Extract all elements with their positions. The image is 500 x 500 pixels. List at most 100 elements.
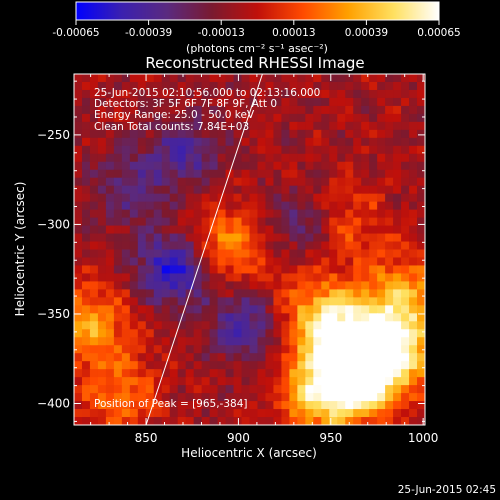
- image-pixel: [89, 273, 99, 283]
- image-pixel: [417, 185, 425, 195]
- image-pixel: [385, 145, 394, 155]
- image-pixel: [225, 105, 235, 115]
- image-pixel: [345, 145, 354, 155]
- image-pixel: [385, 281, 394, 290]
- image-pixel: [297, 113, 306, 123]
- image-pixel: [409, 74, 418, 83]
- image-pixel: [185, 313, 195, 322]
- image-pixel: [289, 385, 298, 394]
- image-pixel: [74, 401, 83, 410]
- image-pixel: [329, 281, 338, 290]
- image-pixel: [417, 297, 425, 306]
- image-pixel: [305, 169, 314, 179]
- image-pixel: [81, 393, 91, 402]
- image-pixel: [81, 177, 91, 187]
- image-pixel: [265, 201, 275, 211]
- image-pixel: [121, 369, 131, 378]
- image-pixel: [97, 177, 107, 187]
- image-pixel: [185, 249, 195, 259]
- image-pixel: [393, 209, 402, 219]
- image-pixel: [185, 305, 195, 314]
- image-pixel: [129, 249, 139, 259]
- image-pixel: [97, 161, 107, 171]
- image-pixel: [409, 409, 418, 418]
- image-pixel: [185, 409, 195, 418]
- image-pixel: [209, 169, 219, 179]
- image-pixel: [113, 74, 123, 83]
- image-pixel: [313, 305, 322, 314]
- image-pixel: [345, 345, 354, 354]
- image-pixel: [313, 241, 322, 251]
- image-pixel: [273, 377, 283, 386]
- image-pixel: [193, 217, 203, 227]
- image-pixel: [257, 105, 267, 115]
- image-pixel: [177, 137, 187, 147]
- image-pixel: [217, 289, 227, 298]
- image-pixel: [329, 241, 338, 251]
- image-pixel: [129, 209, 139, 219]
- image-pixel: [329, 113, 338, 123]
- image-pixel: [313, 121, 322, 131]
- image-pixel: [105, 193, 115, 203]
- image-pixel: [401, 81, 410, 91]
- image-pixel: [345, 74, 354, 83]
- image-pixel: [385, 74, 394, 83]
- image-pixel: [161, 129, 171, 139]
- image-pixel: [313, 89, 322, 99]
- image-pixel: [81, 137, 91, 147]
- image-pixel: [337, 153, 346, 163]
- image-pixel: [105, 337, 115, 346]
- image-pixel: [113, 233, 123, 243]
- image-pixel: [209, 233, 219, 243]
- image-pixel: [321, 233, 330, 243]
- image-pixel: [281, 385, 290, 394]
- image-pixel: [81, 337, 91, 346]
- image-pixel: [217, 353, 227, 362]
- image-pixel: [265, 265, 275, 275]
- image-pixel: [281, 297, 290, 306]
- image-pixel: [385, 169, 394, 179]
- image-pixel: [241, 89, 251, 99]
- image-pixel: [337, 89, 346, 99]
- image-pixel: [265, 129, 275, 139]
- image-pixel: [97, 74, 107, 83]
- image-pixel: [241, 217, 251, 227]
- image-pixel: [313, 353, 322, 362]
- image-pixel: [105, 289, 115, 298]
- image-pixel: [145, 74, 155, 83]
- image-pixel: [377, 361, 386, 370]
- image-pixel: [385, 81, 394, 91]
- image-pixel: [249, 321, 259, 330]
- image-pixel: [129, 345, 139, 354]
- image-pixel: [97, 201, 107, 211]
- image-pixel: [385, 417, 394, 425]
- image-pixel: [169, 193, 179, 203]
- image-pixel: [129, 377, 139, 386]
- image-pixel: [321, 89, 330, 99]
- image-pixel: [177, 401, 187, 410]
- image-pixel: [121, 305, 131, 314]
- image-pixel: [153, 337, 163, 346]
- image-pixel: [337, 233, 346, 243]
- image-pixel: [193, 313, 203, 322]
- image-pixel: [401, 145, 410, 155]
- image-pixel: [169, 153, 179, 163]
- image-pixel: [217, 265, 227, 275]
- image-pixel: [257, 97, 267, 107]
- image-pixel: [337, 305, 346, 314]
- image-pixel: [241, 201, 251, 211]
- image-pixel: [225, 74, 235, 83]
- image-pixel: [409, 257, 418, 267]
- image-pixel: [297, 401, 306, 410]
- image-pixel: [137, 193, 147, 203]
- image-pixel: [289, 329, 298, 338]
- image-pixel: [105, 217, 115, 227]
- image-pixel: [297, 273, 306, 283]
- image-pixel: [401, 161, 410, 171]
- image-pixel: [129, 193, 139, 203]
- image-pixel: [417, 129, 425, 139]
- image-pixel: [369, 345, 378, 354]
- image-pixel: [289, 161, 298, 171]
- image-pixel: [385, 241, 394, 251]
- image-pixel: [153, 361, 163, 370]
